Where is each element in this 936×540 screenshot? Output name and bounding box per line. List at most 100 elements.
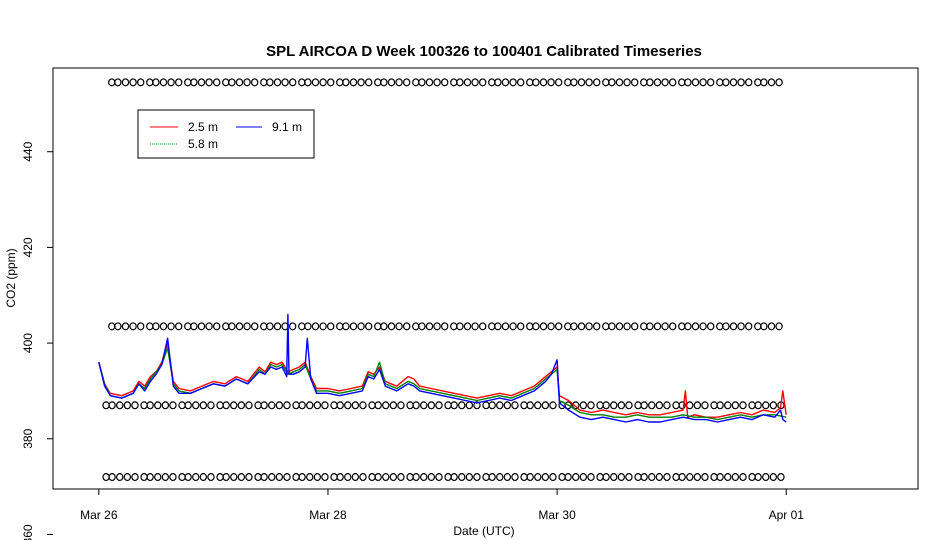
marker-row-1-79	[706, 322, 715, 331]
marker-row-3-31	[336, 473, 344, 482]
marker-row-1-42	[425, 322, 434, 331]
marker-row-0-63	[585, 78, 593, 87]
marker-row-2-43	[427, 401, 436, 410]
x-tick-label-1: Mar 28	[309, 508, 347, 522]
marker-row-3-53	[503, 473, 512, 482]
marker-row-2-47	[458, 401, 466, 410]
marker-row-2-33	[351, 401, 360, 410]
marker-row-2-64	[587, 401, 595, 410]
marker-row-0-65	[602, 78, 610, 87]
marker-row-3-73	[655, 473, 664, 482]
marker-row-2-21	[260, 401, 268, 410]
marker-row-0-74	[668, 78, 677, 87]
marker-row-3-16	[222, 473, 230, 482]
marker-row-3-59	[549, 473, 557, 482]
marker-row-0-59	[554, 78, 563, 87]
marker-row-3-24	[283, 473, 291, 482]
marker-row-1-47	[463, 322, 472, 331]
plot-frame	[52, 67, 919, 490]
marker-row-1-4	[136, 322, 145, 331]
marker-row-3-11	[184, 473, 192, 482]
marker-row-0-55	[526, 78, 534, 87]
marker-row-3-12	[192, 473, 200, 482]
marker-row-2-52	[496, 401, 504, 410]
marker-row-1-30	[336, 322, 344, 331]
marker-row-0-70	[640, 78, 648, 87]
marker-row-0-7	[159, 78, 168, 87]
marker-row-0-66	[608, 78, 616, 87]
marker-row-1-6	[152, 322, 160, 331]
marker-row-2-53	[503, 401, 512, 410]
marker-row-3-45	[444, 473, 452, 482]
marker-row-3-71	[640, 473, 648, 482]
marker-row-1-55	[526, 322, 534, 331]
marker-row-1-2	[121, 322, 130, 331]
marker-row-0-48	[471, 78, 479, 87]
marker-row-0-20	[260, 78, 268, 87]
marker-row-2-55	[520, 401, 528, 410]
marker-row-0-62	[577, 78, 586, 87]
marker-row-2-7	[154, 401, 162, 410]
marker-row-2-25	[292, 401, 300, 410]
marker-row-2-82	[724, 401, 732, 410]
marker-row-0-79	[706, 78, 715, 87]
marker-row-3-1	[108, 473, 116, 482]
marker-row-2-61	[564, 401, 572, 410]
marker-row-1-31	[342, 322, 350, 331]
marker-row-3-44	[435, 473, 443, 482]
marker-row-3-50	[482, 473, 490, 482]
marker-row-3-72	[648, 473, 656, 482]
marker-row-3-17	[230, 473, 238, 482]
marker-row-1-44	[440, 322, 449, 331]
marker-row-1-40	[412, 322, 420, 331]
marker-row-1-34	[364, 322, 373, 331]
marker-row-3-0	[102, 473, 110, 482]
marker-row-0-61	[570, 78, 578, 87]
marker-row-1-19	[250, 322, 259, 331]
marker-row-3-64	[587, 473, 595, 482]
marker-row-3-35	[368, 473, 376, 482]
marker-row-3-68	[617, 473, 626, 482]
marker-row-1-64	[592, 322, 601, 331]
marker-row-2-30	[330, 401, 338, 410]
marker-row-1-20	[260, 322, 268, 331]
marker-row-3-46	[450, 473, 458, 482]
marker-row-1-5	[146, 322, 154, 331]
marker-row-1-68	[623, 322, 631, 331]
marker-row-0-40	[412, 78, 420, 87]
marker-row-2-35	[368, 401, 376, 410]
marker-row-2-76	[678, 401, 686, 410]
chart-title: SPL AIRCOA D Week 100326 to 100401 Calib…	[266, 43, 702, 60]
marker-row-2-36	[374, 401, 382, 410]
marker-row-2-16	[222, 401, 230, 410]
marker-row-2-23	[275, 401, 284, 410]
marker-row-2-74	[663, 401, 671, 410]
marker-row-2-14	[207, 401, 215, 410]
marker-row-3-19	[245, 473, 253, 482]
marker-row-0-43	[433, 78, 441, 87]
marker-row-2-41	[412, 401, 420, 410]
marker-row-1-26	[304, 322, 312, 331]
legend-label-5-8m: 5.8 m	[188, 137, 218, 151]
marker-row-2-10	[178, 401, 186, 410]
marker-row-2-24	[283, 401, 291, 410]
marker-row-3-62	[572, 473, 580, 482]
marker-row-0-12	[197, 78, 206, 87]
marker-row-0-39	[402, 78, 411, 87]
series-line-1	[98, 347, 787, 421]
marker-row-2-70	[634, 401, 642, 410]
marker-row-0-88	[775, 78, 783, 87]
marker-row-2-27	[306, 401, 314, 410]
x-tick-label-2: Mar 30	[538, 508, 576, 522]
marker-row-3-88	[769, 473, 778, 482]
marker-row-0-86	[760, 78, 768, 87]
marker-row-1-45	[450, 322, 458, 331]
marker-row-1-0	[108, 322, 116, 331]
marker-row-0-31	[342, 78, 350, 87]
marker-row-2-39	[397, 401, 405, 410]
marker-row-1-32	[349, 322, 358, 331]
marker-row-3-34	[359, 473, 367, 482]
marker-row-2-54	[511, 401, 519, 410]
marker-row-2-72	[648, 401, 656, 410]
marker-row-0-38	[395, 78, 403, 87]
